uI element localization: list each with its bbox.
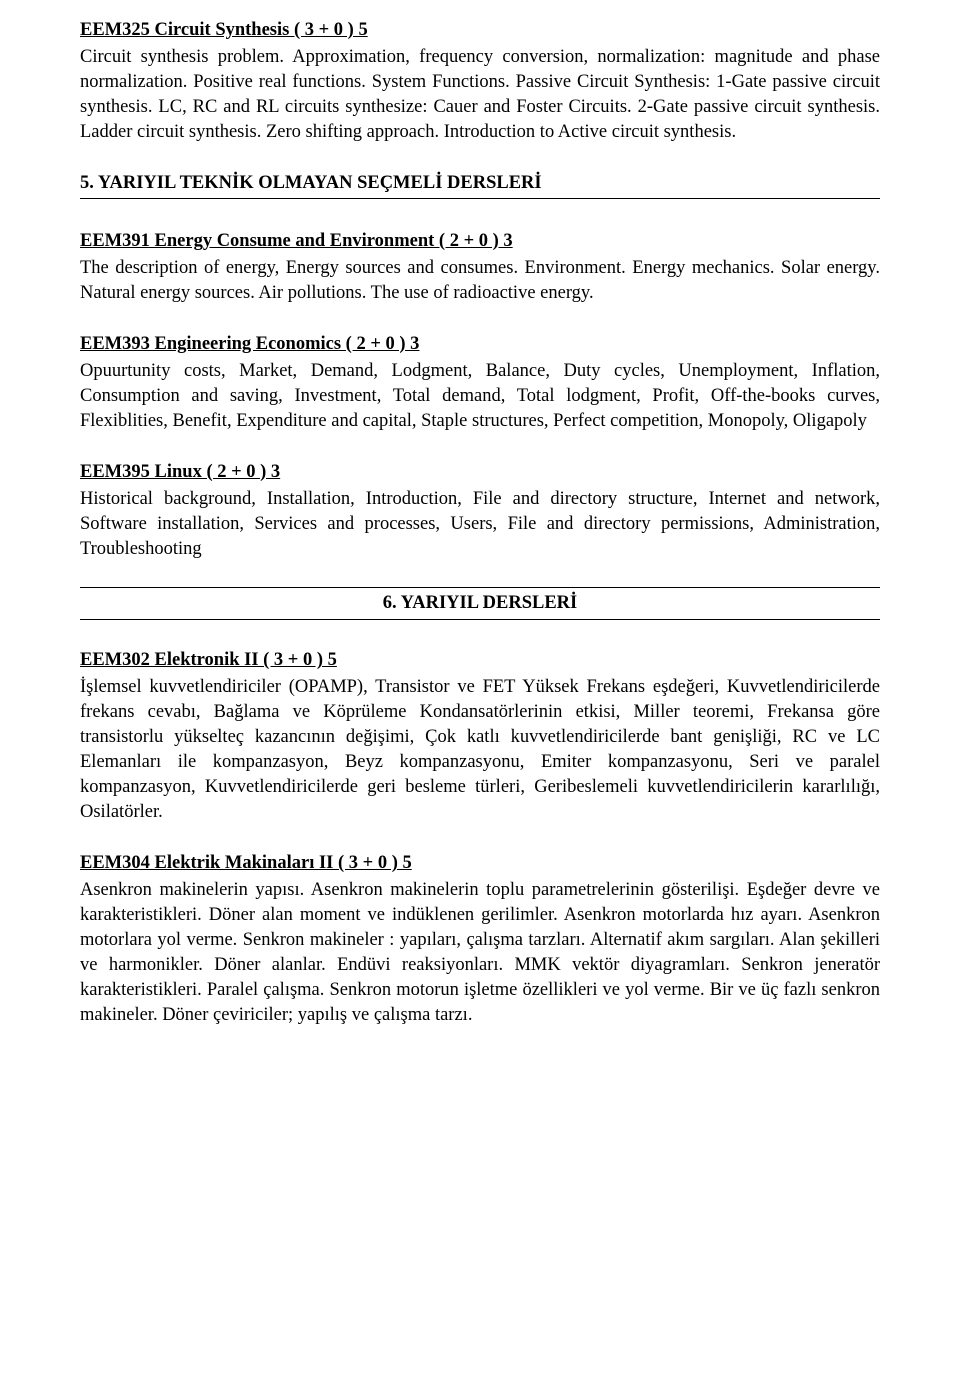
course-block: EEM302 Elektronik II ( 3 + 0 ) 5 İşlemse… [80,648,880,825]
course-title: EEM391 Energy Consume and Environment ( … [80,229,880,254]
course-description: The description of energy, Energy source… [80,256,880,306]
section-heading: 5. YARIYIL TEKNİK OLMAYAN SEÇMELİ DERSLE… [80,171,880,198]
course-title: EEM395 Linux ( 2 + 0 ) 3 [80,460,880,485]
course-description: Historical background, Installation, Int… [80,487,880,562]
section-heading-container: 5. YARIYIL TEKNİK OLMAYAN SEÇMELİ DERSLE… [80,171,880,199]
section-heading: 6. YARIYIL DERSLERİ [80,588,880,619]
course-title: EEM393 Engineering Economics ( 2 + 0 ) 3 [80,332,880,357]
course-description: Asenkron makinelerin yapısı. Asenkron ma… [80,878,880,1028]
course-block: EEM395 Linux ( 2 + 0 ) 3 Historical back… [80,460,880,562]
course-title: EEM325 Circuit Synthesis ( 3 + 0 ) 5 [80,18,880,43]
course-description: Circuit synthesis problem. Approximation… [80,45,880,145]
course-title: EEM302 Elektronik II ( 3 + 0 ) 5 [80,648,880,673]
course-block: EEM391 Energy Consume and Environment ( … [80,229,880,306]
section-heading-container: 6. YARIYIL DERSLERİ [80,587,880,620]
course-title: EEM304 Elektrik Makinaları II ( 3 + 0 ) … [80,851,880,876]
course-description: Opuurtunity costs, Market, Demand, Lodgm… [80,359,880,434]
course-block: EEM325 Circuit Synthesis ( 3 + 0 ) 5 Cir… [80,18,880,145]
course-block: EEM304 Elektrik Makinaları II ( 3 + 0 ) … [80,851,880,1028]
course-description: İşlemsel kuvvetlendiriciler (OPAMP), Tra… [80,675,880,825]
course-block: EEM393 Engineering Economics ( 2 + 0 ) 3… [80,332,880,434]
